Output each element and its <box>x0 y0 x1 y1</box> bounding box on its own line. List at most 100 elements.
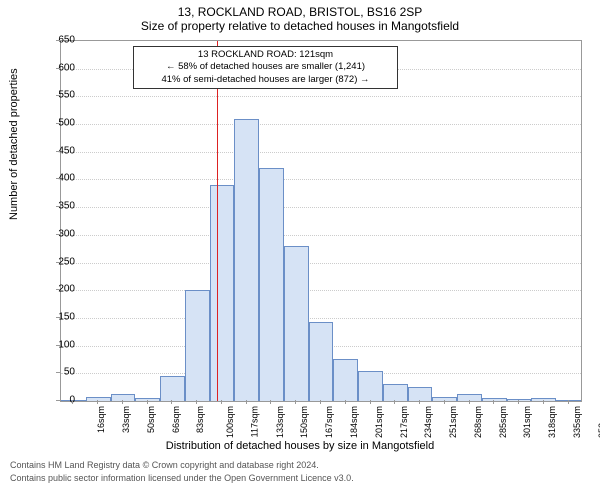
footer-copyright: Contains HM Land Registry data © Crown c… <box>10 460 319 470</box>
x-tick-label: 318sqm <box>547 406 557 438</box>
x-tick-mark <box>568 400 569 404</box>
x-tick-mark <box>295 400 296 404</box>
histogram-bar <box>556 400 581 401</box>
y-tick-label: 150 <box>45 311 75 322</box>
chart-subtitle: Size of property relative to detached ho… <box>0 19 600 35</box>
x-tick-label: 16sqm <box>96 406 106 433</box>
y-tick-mark <box>56 400 60 401</box>
grid-line <box>61 96 581 97</box>
histogram-bar <box>259 168 284 401</box>
y-tick-label: 400 <box>45 173 75 184</box>
y-tick-mark <box>56 206 60 207</box>
x-tick-label: 234sqm <box>423 406 433 438</box>
histogram-bar <box>383 384 408 401</box>
x-tick-label: 184sqm <box>349 406 359 438</box>
x-tick-mark <box>419 400 420 404</box>
histogram-bar <box>284 246 309 401</box>
y-tick-label: 100 <box>45 339 75 350</box>
x-tick-mark <box>394 400 395 404</box>
reference-line <box>217 41 218 401</box>
y-tick-mark <box>56 262 60 263</box>
y-tick-label: 650 <box>45 35 75 46</box>
histogram-bar <box>135 398 160 401</box>
x-tick-mark <box>270 400 271 404</box>
plot-area: 13 ROCKLAND ROAD: 121sqm ← 58% of detach… <box>60 40 582 402</box>
x-tick-label: 217sqm <box>399 406 409 438</box>
y-tick-label: 550 <box>45 90 75 101</box>
y-tick-label: 50 <box>45 367 75 378</box>
x-tick-mark <box>543 400 544 404</box>
x-tick-mark <box>246 400 247 404</box>
x-tick-label: 133sqm <box>275 406 285 438</box>
chart-title-address: 13, ROCKLAND ROAD, BRISTOL, BS16 2SP <box>0 0 600 19</box>
y-tick-label: 200 <box>45 284 75 295</box>
grid-line <box>61 179 581 180</box>
y-tick-mark <box>56 317 60 318</box>
x-tick-label: 50sqm <box>146 406 156 433</box>
y-tick-mark <box>56 234 60 235</box>
y-tick-mark <box>56 178 60 179</box>
histogram-bar <box>408 387 433 401</box>
y-tick-label: 350 <box>45 201 75 212</box>
x-tick-label: 285sqm <box>498 406 508 438</box>
y-tick-label: 500 <box>45 118 75 129</box>
y-tick-mark <box>56 372 60 373</box>
x-tick-label: 251sqm <box>448 406 458 438</box>
y-tick-label: 0 <box>45 395 75 406</box>
grid-line <box>61 207 581 208</box>
histogram-bar <box>111 394 136 401</box>
x-tick-mark <box>444 400 445 404</box>
annotation-box: 13 ROCKLAND ROAD: 121sqm ← 58% of detach… <box>133 46 398 89</box>
histogram-bar <box>358 371 383 401</box>
x-tick-mark <box>469 400 470 404</box>
histogram-bar <box>309 322 334 401</box>
x-tick-mark <box>171 400 172 404</box>
y-tick-mark <box>56 68 60 69</box>
y-tick-mark <box>56 123 60 124</box>
x-tick-mark <box>345 400 346 404</box>
y-tick-label: 450 <box>45 145 75 156</box>
y-axis-label: Number of detached properties <box>8 68 20 220</box>
x-tick-label: 352sqm <box>597 406 600 438</box>
y-tick-mark <box>56 345 60 346</box>
grid-line <box>61 124 581 125</box>
grid-line <box>61 290 581 291</box>
grid-line <box>61 318 581 319</box>
x-tick-mark <box>320 400 321 404</box>
x-tick-mark <box>147 400 148 404</box>
x-tick-mark <box>518 400 519 404</box>
x-tick-mark <box>221 400 222 404</box>
y-tick-label: 250 <box>45 256 75 267</box>
x-tick-mark <box>196 400 197 404</box>
histogram-bar <box>531 398 556 401</box>
x-tick-mark <box>97 400 98 404</box>
x-tick-label: 335sqm <box>572 406 582 438</box>
x-axis-label: Distribution of detached houses by size … <box>0 440 600 452</box>
histogram-bar <box>160 376 185 401</box>
x-tick-label: 268sqm <box>473 406 483 438</box>
histogram-bar <box>333 359 358 401</box>
histogram-bar <box>432 397 457 401</box>
y-tick-label: 300 <box>45 228 75 239</box>
y-tick-mark <box>56 95 60 96</box>
x-tick-label: 167sqm <box>324 406 334 438</box>
y-tick-mark <box>56 40 60 41</box>
x-tick-label: 100sqm <box>225 406 235 438</box>
y-tick-label: 600 <box>45 62 75 73</box>
histogram-bar <box>185 290 210 401</box>
histogram-bar <box>210 185 235 401</box>
grid-line <box>61 263 581 264</box>
grid-line <box>61 152 581 153</box>
histogram-bar <box>457 394 482 401</box>
y-tick-mark <box>56 151 60 152</box>
annotation-line1: 13 ROCKLAND ROAD: 121sqm <box>138 49 393 61</box>
x-tick-label: 117sqm <box>249 406 259 437</box>
x-tick-mark <box>122 400 123 404</box>
x-tick-label: 66sqm <box>171 406 181 433</box>
histogram-bar <box>234 119 259 401</box>
x-tick-mark <box>370 400 371 404</box>
x-tick-mark <box>72 400 73 404</box>
x-tick-mark <box>493 400 494 404</box>
x-tick-label: 301sqm <box>522 406 532 438</box>
x-tick-label: 150sqm <box>300 406 310 438</box>
